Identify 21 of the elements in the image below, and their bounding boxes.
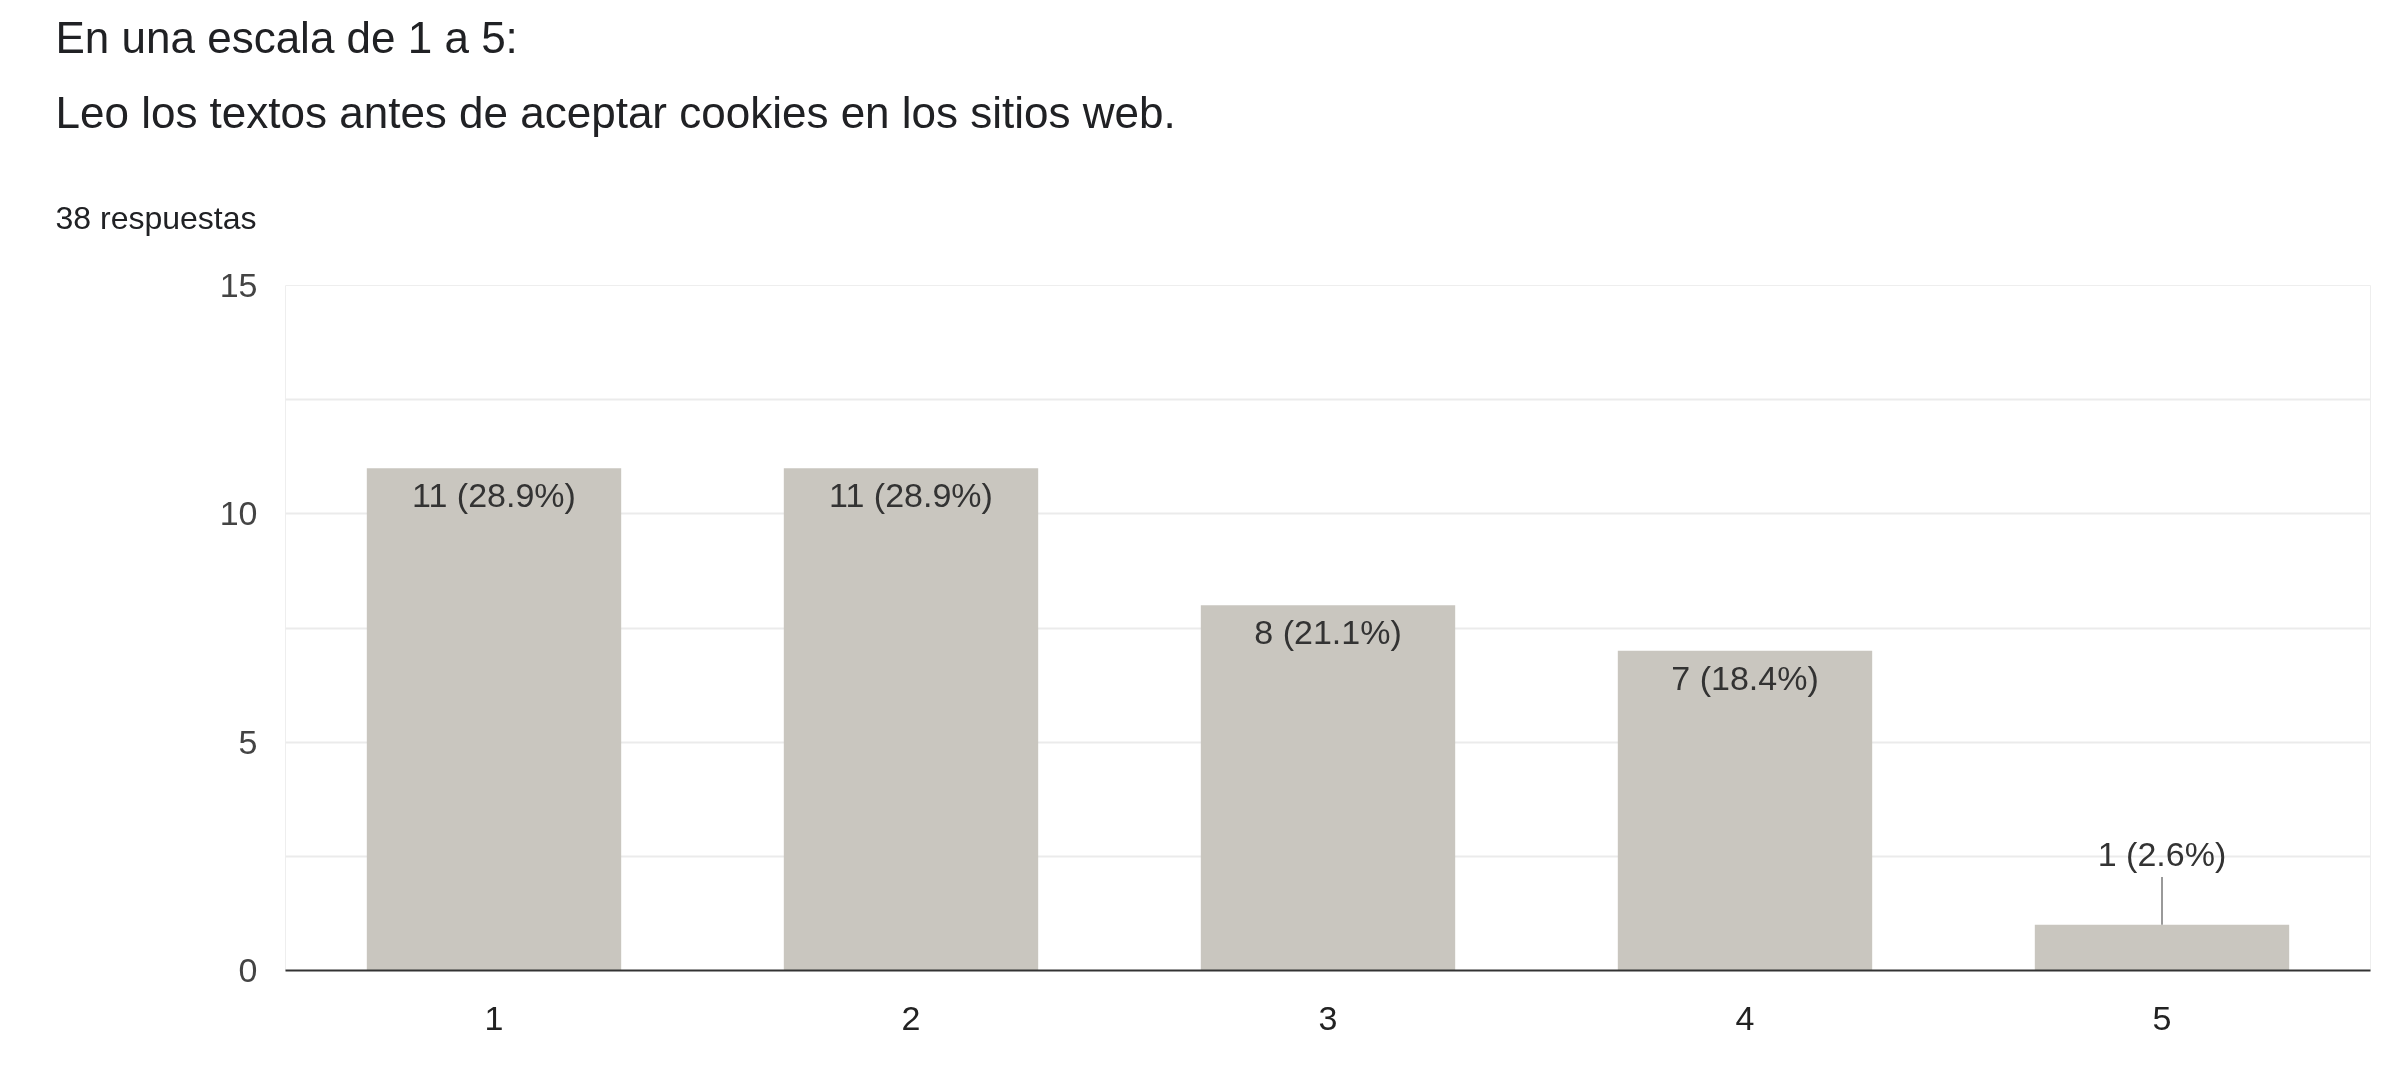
chart-subtitle: 38 respuestas bbox=[55, 199, 257, 236]
bar bbox=[366, 468, 622, 971]
y-tick-label: 10 bbox=[219, 494, 258, 533]
bar bbox=[1200, 605, 1456, 971]
data-label: 11 (28.9%) bbox=[412, 476, 576, 515]
x-tick-label: 3 bbox=[1318, 998, 1338, 1037]
x-tick-label: 2 bbox=[901, 998, 921, 1037]
bar bbox=[783, 468, 1039, 971]
data-label: 8 (21.1%) bbox=[1254, 613, 1402, 652]
y-tick-label: 15 bbox=[219, 266, 258, 304]
y-tick-label: 5 bbox=[238, 722, 258, 761]
bar bbox=[1617, 650, 1873, 971]
y-tick-label: 0 bbox=[238, 951, 258, 989]
bar bbox=[2034, 924, 2290, 971]
x-tick-label: 5 bbox=[2152, 998, 2172, 1037]
data-label: 7 (18.4%) bbox=[1671, 658, 1819, 697]
x-tick-label: 1 bbox=[484, 998, 504, 1037]
x-tick-label: 4 bbox=[1735, 998, 1755, 1037]
chart-title: En una escala de 1 a 5: Leo los textos antes de aceptar cookies en los sitios web. bbox=[55, 12, 1176, 138]
data-label: 11 (28.9%) bbox=[829, 476, 993, 515]
data-label: 1 (2.6%) bbox=[2097, 834, 2227, 873]
